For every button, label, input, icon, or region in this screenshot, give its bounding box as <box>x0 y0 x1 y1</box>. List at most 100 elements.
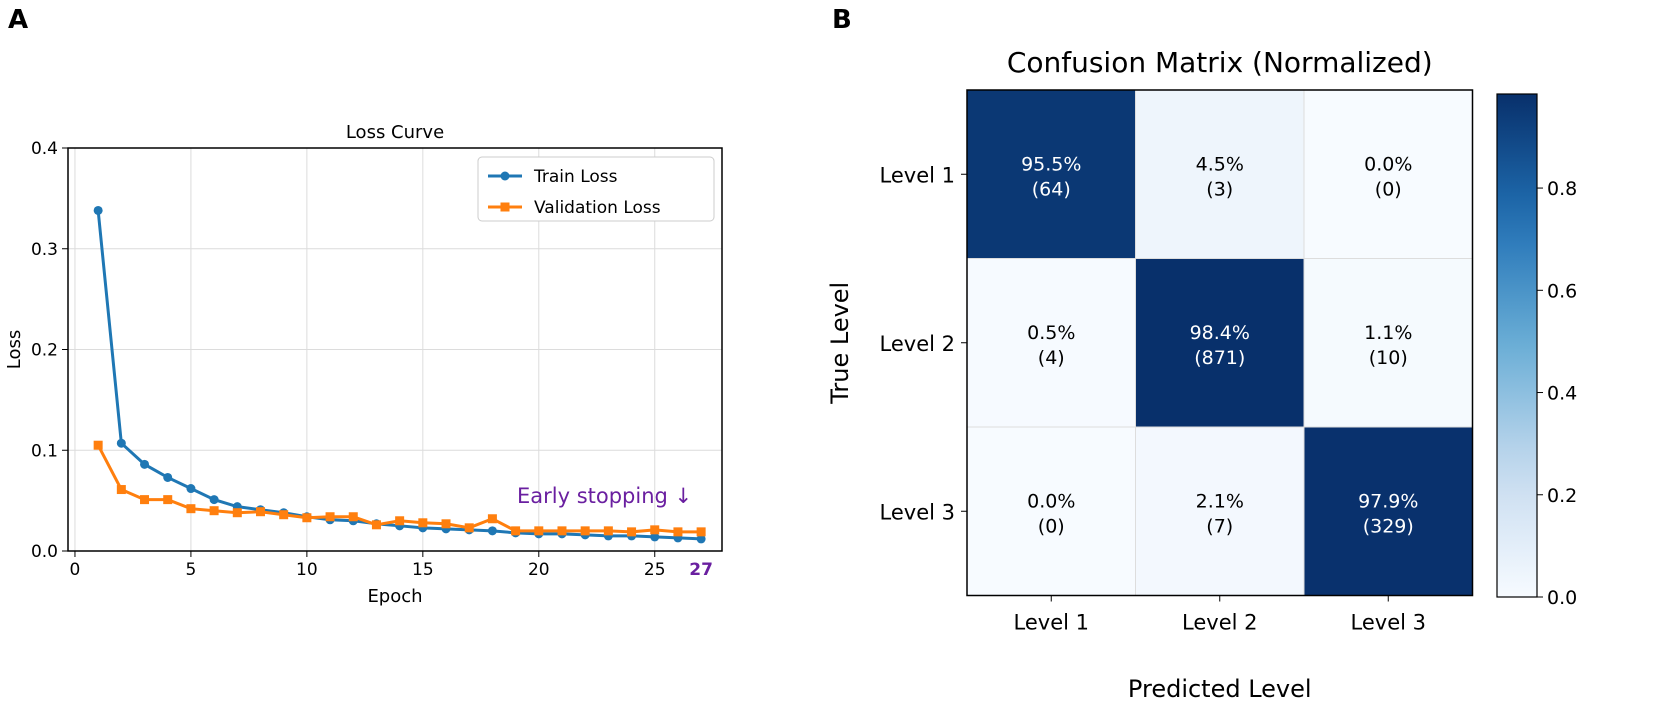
validation-loss-point <box>93 440 103 450</box>
early-stopping-annotation: Early stopping ↓ <box>517 484 692 508</box>
cell-count: (0) <box>1038 515 1065 537</box>
train-loss-point <box>487 526 497 536</box>
legend-label: Train Loss <box>533 167 618 187</box>
validation-loss-point <box>580 526 590 536</box>
legend-label: Validation Loss <box>534 198 661 218</box>
cell-count: (0) <box>1375 178 1402 200</box>
plot-frame <box>67 147 723 552</box>
train-loss-point <box>209 495 219 505</box>
y-tick-label: 0.4 <box>31 139 58 159</box>
validation-loss-point <box>348 512 358 522</box>
validation-loss-point <box>627 527 637 537</box>
cell-count: (10) <box>1369 347 1408 369</box>
x-tick-label: 5 <box>186 560 197 580</box>
y-tick-label: 0.1 <box>31 441 58 461</box>
cell-percentage: 1.1% <box>1364 322 1412 344</box>
train-loss-point <box>93 205 103 215</box>
validation-loss-point <box>464 523 474 533</box>
validation-loss-point <box>395 516 405 526</box>
y-axis-label: Loss <box>4 330 25 369</box>
validation-loss-point <box>418 518 428 528</box>
train-loss-point <box>163 472 173 482</box>
cell-count: (3) <box>1206 178 1233 200</box>
matrix-title: Confusion Matrix (Normalized) <box>1007 46 1433 79</box>
validation-loss-point <box>650 525 660 535</box>
y-axis-label: True Level <box>826 282 854 405</box>
validation-loss-point <box>140 495 150 505</box>
validation-loss-point <box>557 526 567 536</box>
validation-loss-point <box>279 510 289 520</box>
validation-loss-point <box>371 520 381 530</box>
validation-loss-point <box>302 513 312 523</box>
matrix-cell <box>1135 89 1305 259</box>
matrix-cell <box>966 258 1136 428</box>
chart-title: Loss Curve <box>346 122 444 143</box>
x-tick-label: 0 <box>70 560 81 580</box>
cell-percentage: 97.9% <box>1358 490 1418 512</box>
cell-count: (871) <box>1194 347 1245 369</box>
panel-label-a: A <box>8 5 28 35</box>
y-tick-label: 0.3 <box>31 240 58 260</box>
validation-loss-point <box>441 519 451 529</box>
validation-loss-point <box>603 526 613 536</box>
row-label: Level 1 <box>880 163 955 187</box>
matrix-cell <box>1135 258 1305 428</box>
matrix-cell <box>1303 258 1473 428</box>
matrix-cell <box>1303 89 1473 259</box>
validation-loss-point <box>255 507 265 517</box>
cell-percentage: 2.1% <box>1196 490 1244 512</box>
cell-percentage: 0.5% <box>1027 322 1075 344</box>
train-loss-point <box>650 532 660 542</box>
validation-loss-point <box>325 512 335 522</box>
colorbar-tick-label: 0.2 <box>1547 485 1577 507</box>
train-loss-point <box>140 459 150 469</box>
x-tick-label: 15 <box>412 560 434 580</box>
y-tick-label: 0.0 <box>31 542 58 562</box>
early-stop-epoch-label: 27 <box>689 560 713 580</box>
validation-loss-point <box>696 527 706 537</box>
validation-loss-point <box>534 526 544 536</box>
validation-loss-point <box>186 504 196 514</box>
matrix-cell <box>1135 426 1305 596</box>
train-loss-point <box>116 438 126 448</box>
cell-percentage: 95.5% <box>1021 153 1081 175</box>
matrix-cell <box>966 89 1136 259</box>
validation-loss-point <box>673 527 683 537</box>
x-axis-label: Epoch <box>367 586 422 607</box>
y-tick-label: 0.2 <box>31 341 58 361</box>
train-loss-point <box>186 484 196 494</box>
col-label: Level 1 <box>1014 611 1089 635</box>
col-label: Level 3 <box>1351 611 1426 635</box>
legend-box <box>477 156 715 222</box>
validation-loss-point <box>116 485 126 495</box>
legend-marker <box>500 171 510 181</box>
colorbar-tick-label: 0.6 <box>1547 280 1577 302</box>
validation-loss-point <box>487 514 497 524</box>
x-tick-label: 20 <box>528 560 550 580</box>
x-axis-label: Predicted Level <box>1128 675 1312 703</box>
colorbar-tick-label: 0.8 <box>1547 178 1577 200</box>
row-label: Level 3 <box>880 500 955 524</box>
legend-marker <box>500 202 510 212</box>
panel-label-b: B <box>832 5 852 35</box>
colorbar-tick-label: 0.0 <box>1547 587 1577 609</box>
cell-count: (329) <box>1363 515 1414 537</box>
validation-loss-point <box>209 506 219 516</box>
cell-percentage: 0.0% <box>1364 153 1412 175</box>
cell-percentage: 0.0% <box>1027 490 1075 512</box>
cell-percentage: 98.4% <box>1190 322 1250 344</box>
row-label: Level 2 <box>880 332 955 356</box>
train-loss-point <box>696 534 706 544</box>
validation-loss-point <box>511 526 521 536</box>
x-tick-label: 25 <box>644 560 666 580</box>
colorbar <box>1496 93 1538 598</box>
cell-count: (7) <box>1206 515 1233 537</box>
colorbar-tick-label: 0.4 <box>1547 383 1577 405</box>
matrix-cell <box>1303 426 1473 596</box>
validation-loss-point <box>232 508 242 518</box>
matrix-cell <box>966 426 1136 596</box>
validation-loss-point <box>163 495 173 505</box>
cell-count: (64) <box>1032 178 1071 200</box>
cell-count: (4) <box>1038 347 1065 369</box>
